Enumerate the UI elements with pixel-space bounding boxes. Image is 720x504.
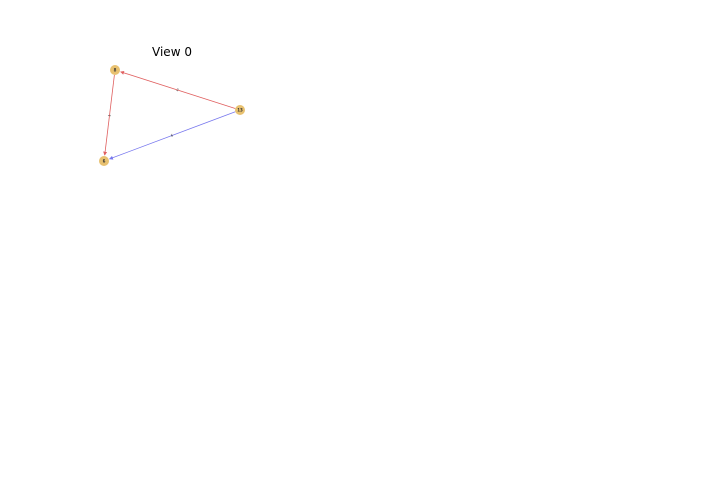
edge-13-6: [108, 111, 236, 160]
node-circle: [99, 156, 109, 166]
node-circle: [235, 105, 245, 115]
view-title: View 0: [152, 45, 192, 59]
edge-13-8: [120, 70, 236, 109]
node-label: 6: [103, 159, 106, 164]
nodes-layer: 8 13 6: [99, 65, 245, 166]
edge-label: 6: [170, 133, 173, 138]
edge-label: 1: [107, 114, 111, 117]
graph-node-8: 8: [110, 65, 120, 75]
graph-node-6: 6: [99, 156, 109, 166]
edges-layer: 2 1 6: [103, 70, 236, 160]
edge-label: 2: [176, 88, 179, 92]
graph-node-13: 13: [235, 105, 245, 115]
node-label: 13: [237, 108, 243, 113]
node-circle: [110, 65, 120, 75]
edge-8-6: [103, 74, 115, 156]
node-label: 8: [114, 68, 117, 73]
